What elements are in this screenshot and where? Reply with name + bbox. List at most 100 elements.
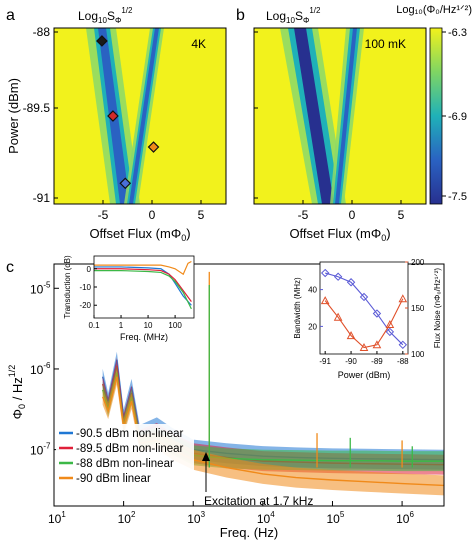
panel-a-v-right-core [129,28,159,204]
inset-left-line [94,268,192,302]
flux-noise-marker [359,343,369,352]
inset-left-axes: 0 -10 -20 0.1 1 10 100 [79,265,182,330]
panel-a-ylabel: Power (dBm) [6,78,21,154]
colorbar-tick: -6.3 [448,27,467,39]
bandwidth-marker [346,278,356,287]
inset-left-ytick: -10 [79,283,91,292]
colorbar-gradient [429,27,443,205]
inset-right-ylabel-left: Bandwidth (MHz) [293,277,302,339]
panel-b-temp-label: 100 mK [365,37,406,51]
inset-right-xlabel: Power (dBm) [338,370,391,380]
inset-left-ytick: 0 [87,265,92,274]
inset-left-ytick: -20 [79,301,91,310]
panel-b-xlabel: Offset Flux (mΦ0) [289,226,390,243]
panel-a-xtick: 0 [149,208,156,222]
panel-a: a Log10SΦ1/2 4K -88 -89.5 -91 Power (dBm… [6,6,227,243]
panel-c-xaxis: 101 102 103 104 105 106 [48,501,414,526]
inset-right-ytick-left: 20 [308,322,317,331]
panel-b-title: Log10SΦ1/2 [266,6,321,25]
bandwidth-marker [385,327,395,337]
panel-a-markers [96,35,160,190]
panel-a-ytick: -88 [33,25,51,39]
panel-c-xtick: 101 [48,510,66,526]
panel-a-xaxis: -5 0 5 Offset Flux (mΦ0) [89,200,205,243]
panel-c-xtick: 102 [118,510,136,526]
inset-right-line [324,298,404,349]
excitation-arrow-head [202,452,210,461]
panel-b-yaxis [254,31,258,199]
inset-right-ytick-left: 40 [308,286,317,295]
panel-b: b Log10SΦ1/2 100 mK -5 0 5 O [236,6,427,243]
flux-noise-marker [385,320,395,329]
panel-b-heatmap [280,28,364,204]
panel-c-ytick: 10-7 [30,442,51,458]
inset-right-series [320,268,408,352]
inset-left: 0 -10 -20 0.1 1 10 100 Transduction (dB) Freq.… [63,255,195,342]
inset-right: 40 20 200 150 100 -91 -90 -89 -88 Bandwidth (MHz… [293,258,442,380]
inset-left-xtick: 10 [144,321,153,330]
panel-c-frame [53,263,445,507]
colorbar: Log₁₀(Φ₀/Hz¹ᐟ²) -6.3 -6.9 -7.5 [396,4,472,205]
panel-a-letter: a [6,7,15,24]
inset-right-ytick-right: 200 [411,258,425,267]
excitation-annotation: Excitation at 1.7 kHz [202,452,313,508]
panel-b-frame [253,27,427,205]
panel-b-v-right-core [335,28,357,204]
panel-c-letter: c [6,259,14,276]
bandwidth-marker [359,292,369,302]
flux-noise-marker [333,312,343,321]
panel-c-legend: -90.5 dBm non-linear -89.5 dBm non-linear… [56,424,194,490]
panel-b-xtick: 5 [398,208,405,222]
panel-b-xaxis: -5 0 5 Offset Flux (mΦ0) [289,200,405,243]
heatmap-marker [119,177,132,190]
panel-b-v-left-core [294,28,334,204]
panel-c-xtick: 105 [326,510,344,526]
panel-a-temp-label: 4K [191,37,206,51]
inset-right-line [325,272,404,346]
panel-a-xtick: 5 [198,208,205,222]
bandwidth-marker [398,340,408,350]
panel-c-ytick: 10-6 [30,361,51,377]
inset-left-xtick: 1 [119,321,124,330]
inset-right-xtick: -89 [371,357,383,366]
panel-b-xtick: -5 [298,208,309,222]
inset-right-axes: 40 20 200 150 100 -91 -90 -89 -88 [308,258,425,366]
inset-left-xlabel: Freq. (MHz) [120,332,168,342]
inset-right-xtick: -88 [397,357,409,366]
bandwidth-marker [320,268,330,278]
inset-left-line [94,260,192,276]
inset-left-xtick: 100 [168,321,182,330]
inset-left-series [94,260,192,310]
panel-b-xtick: 0 [349,208,356,222]
legend-label: -90.5 dBm non-linear [76,428,184,440]
heatmap-marker [147,141,160,153]
colorbar-tick: -6.9 [448,111,467,123]
inset-right-ytick-right: 150 [411,304,425,313]
panel-c: c 101 102 103 104 105 106 10-510-610-7 Φ0 / H… [6,255,445,540]
flux-noise-marker [320,296,330,305]
heatmap-marker [107,110,119,122]
panel-b-letter: b [236,7,245,24]
panel-c-spikes [208,271,413,468]
bandwidth-marker [333,272,343,281]
panel-c-yaxis: 10-5 10-6 10-7 [30,280,59,458]
inset-right-xtick: -91 [319,357,331,366]
panel-a-yaxis: -88 -89.5 -91 Power (dBm) [6,25,58,205]
panel-a-ytick: -89.5 [23,101,51,115]
panel-c-xtick: 106 [396,510,414,526]
inset-left-ylabel: Transduction (dB) [63,255,72,319]
flux-noise-marker [372,340,382,349]
panel-a-ytick: -91 [33,191,51,205]
panel-c-xlabel: Freq. (Hz) [220,525,279,540]
flux-noise-marker [398,294,408,303]
inset-right-ylabel-right: Flux Noise (nΦ₀/Hz¹ᐟ²) [433,268,442,349]
panel-c-xtick: 104 [257,510,275,526]
legend-label: -88 dBm non-linear [76,458,174,470]
inset-right-ytick-right: 100 [411,350,425,359]
panel-c-xtick: 103 [187,510,205,526]
panel-a-xlabel: Offset Flux (mΦ0) [89,226,190,243]
flux-noise-marker [346,331,356,340]
legend-bg [56,424,194,490]
panel-a-xtick: -5 [98,208,109,222]
